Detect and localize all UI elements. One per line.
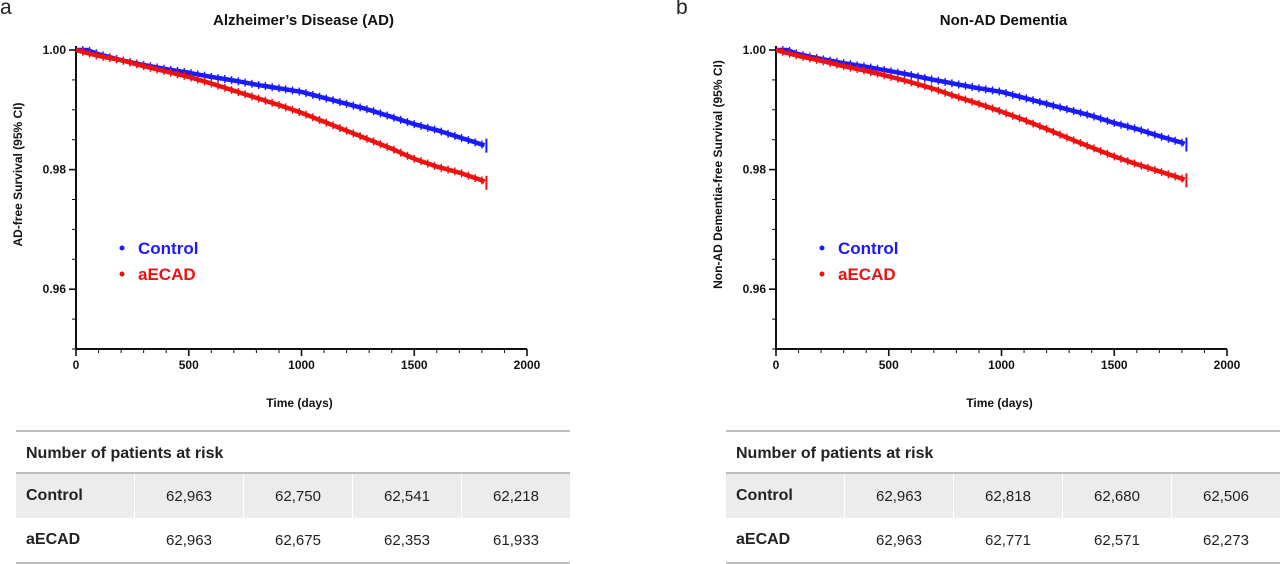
legend-marker xyxy=(119,271,125,277)
risk-row-label: aECAD xyxy=(26,531,81,548)
panel-b: b Non-AD Dementia 0 500 1000 1500 2000 0.96 0.9… xyxy=(676,0,1280,564)
risk-row-aecad: aECAD 62,963 62,771 62,571 62,273 xyxy=(726,518,1280,564)
y-tick-label: 1.00 xyxy=(43,43,67,57)
risk-row-label: Control xyxy=(26,487,83,504)
y-tick-label: 1.00 xyxy=(743,43,767,57)
risk-cell: 62,218 xyxy=(461,474,570,518)
risk-table-title: Number of patients at risk xyxy=(16,430,570,474)
risk-cell: 62,541 xyxy=(352,474,461,518)
panel-a: a Alzheimer’s Disease (AD) 0 500 1000 1500 20… xyxy=(0,0,570,564)
risk-row-aecad: aECAD 62,963 62,675 62,353 61,933 xyxy=(16,518,570,564)
y-tick-label: 0.98 xyxy=(743,163,767,177)
y-axis-label: AD-free Survival (95% CI) xyxy=(11,102,25,246)
panel-letter: b xyxy=(676,0,688,19)
series-line xyxy=(775,47,1186,182)
risk-cell: 62,963 xyxy=(134,518,243,562)
risk-table-title: Number of patients at risk xyxy=(726,430,1280,474)
risk-table: Number of patients at risk Control 62,96… xyxy=(16,430,570,564)
series-aecad xyxy=(75,47,488,190)
series-aecad xyxy=(775,47,1188,188)
y-axis-label: Non-AD Dementia-free Survival (95% CI) xyxy=(711,60,725,289)
risk-row-label: Control xyxy=(736,487,793,504)
risk-cell: 62,963 xyxy=(844,474,953,518)
x-tick-label: 1500 xyxy=(401,358,428,372)
risk-cell: 62,353 xyxy=(352,518,461,562)
risk-cell: 62,963 xyxy=(844,518,953,562)
legend-marker xyxy=(119,245,125,251)
survival-chart-non-ad: Non-AD Dementia 0 500 1000 1500 2000 0.96 0.98 1… xyxy=(711,12,1241,410)
legend-marker xyxy=(819,271,825,277)
risk-cell: 62,963 xyxy=(134,474,243,518)
x-tick-label: 2000 xyxy=(1214,358,1241,372)
risk-cell: 62,571 xyxy=(1062,518,1171,562)
legend-label: Control xyxy=(138,239,198,258)
risk-row-control: Control 62,963 62,818 62,680 62,506 xyxy=(726,474,1280,518)
risk-table: Number of patients at risk Control 62,96… xyxy=(726,430,1280,564)
chart-title: Alzheimer’s Disease (AD) xyxy=(213,12,394,29)
x-tick-label: 0 xyxy=(73,358,80,372)
series-line xyxy=(75,47,486,184)
legend-marker xyxy=(819,245,825,251)
y-tick-label: 0.98 xyxy=(43,163,67,177)
risk-cell: 61,933 xyxy=(461,518,570,562)
x-axis-label: Time (days) xyxy=(266,396,332,410)
y-tick-label: 0.96 xyxy=(43,282,67,296)
legend-label: Control xyxy=(838,239,898,258)
legend-label: aECAD xyxy=(838,265,896,284)
x-tick-label: 2000 xyxy=(514,358,541,372)
risk-row-label: aECAD xyxy=(736,531,791,548)
legend-label: aECAD xyxy=(138,265,196,284)
x-tick-label: 1000 xyxy=(988,358,1015,372)
x-tick-label: 1000 xyxy=(288,358,315,372)
panel-letter: a xyxy=(0,0,12,19)
chart-title: Non-AD Dementia xyxy=(940,12,1068,29)
risk-cell: 62,273 xyxy=(1171,518,1280,562)
risk-cell: 62,680 xyxy=(1062,474,1171,518)
x-tick-label: 500 xyxy=(879,358,899,372)
risk-row-control: Control 62,963 62,750 62,541 62,218 xyxy=(16,474,570,518)
x-tick-label: 1500 xyxy=(1101,358,1128,372)
x-tick-label: 500 xyxy=(179,358,199,372)
risk-cell: 62,818 xyxy=(953,474,1062,518)
x-tick-label: 0 xyxy=(773,358,780,372)
risk-cell: 62,506 xyxy=(1171,474,1280,518)
x-axis-label: Time (days) xyxy=(966,396,1032,410)
survival-chart-ad: Alzheimer’s Disease (AD) 0 500 1000 1500 2000… xyxy=(11,12,541,410)
risk-cell: 62,771 xyxy=(953,518,1062,562)
risk-cell: 62,750 xyxy=(243,474,352,518)
risk-cell: 62,675 xyxy=(243,518,352,562)
y-tick-label: 0.96 xyxy=(743,282,767,296)
